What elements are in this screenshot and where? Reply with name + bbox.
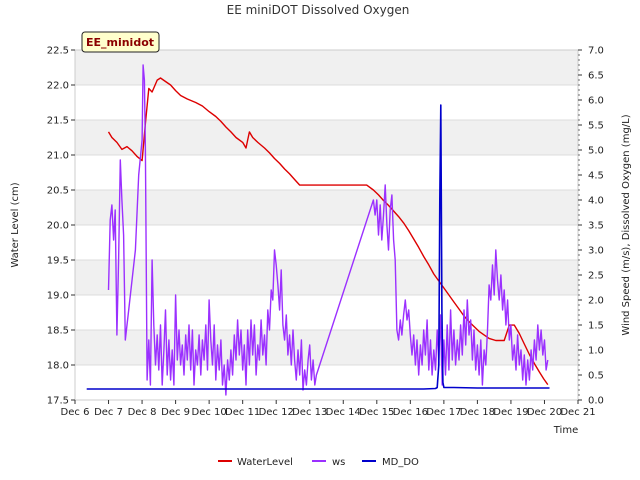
chart-title: EE miniDOT Dissolved Oxygen bbox=[227, 3, 410, 17]
x-tick-label: Dec 21 bbox=[560, 407, 595, 418]
y-right-tick-label: 6.0 bbox=[588, 96, 604, 107]
y-left-tick-label: 20.5 bbox=[47, 186, 69, 197]
y-right-tick-label: 7.0 bbox=[588, 46, 604, 57]
y-left-tick-label: 20.0 bbox=[47, 221, 69, 232]
x-tick-label: Dec 13 bbox=[292, 407, 327, 418]
y-right-tick-label: 1.0 bbox=[588, 346, 604, 357]
y-left-tick-label: 22.5 bbox=[47, 46, 69, 57]
y-right-tick-label: 3.5 bbox=[588, 221, 604, 232]
plot-band bbox=[75, 50, 578, 85]
x-tick-label: Dec 12 bbox=[259, 407, 294, 418]
x-tick-label: Dec 18 bbox=[460, 407, 495, 418]
y-axis-right-label: Wind Speed (m/s), Dissolved Oxygen (mg/L… bbox=[621, 114, 632, 335]
plot-band bbox=[75, 190, 578, 225]
y-left-tick-label: 18.5 bbox=[47, 326, 69, 337]
y-right-tick-label: 4.0 bbox=[588, 196, 604, 207]
y-right-tick-label: 1.5 bbox=[588, 321, 604, 332]
y-left-tick-label: 22.0 bbox=[47, 81, 69, 92]
y-right-tick-label: 3.0 bbox=[588, 246, 604, 257]
y-right-tick-label: 0.0 bbox=[588, 396, 604, 407]
x-tick-label: Dec 15 bbox=[359, 407, 394, 418]
x-tick-label: Dec 9 bbox=[161, 407, 190, 418]
x-tick-label: Dec 8 bbox=[128, 407, 157, 418]
series-layer bbox=[86, 64, 550, 396]
x-tick-label: Dec 10 bbox=[192, 407, 227, 418]
y-left-tick-label: 19.0 bbox=[47, 291, 69, 302]
y-left-tick-label: 18.0 bbox=[47, 361, 69, 372]
series-line-waterlevel bbox=[107, 77, 549, 386]
x-tick-label: Dec 17 bbox=[426, 407, 461, 418]
y-axis-left-label: Water Level (cm) bbox=[10, 182, 21, 267]
plot-band bbox=[75, 120, 578, 155]
series-line-ws bbox=[107, 64, 549, 396]
axes: 17.5 18.0 18.5 19.0 19.5 20.0 20.5 21.0 21.5 22.0… bbox=[47, 46, 604, 419]
y-left-tick-label: 21.0 bbox=[47, 151, 69, 162]
x-tick-label: Dec 20 bbox=[527, 407, 562, 418]
y-right-tick-label: 5.0 bbox=[588, 146, 604, 157]
plot-band bbox=[75, 260, 578, 295]
legend-label-ws: ws bbox=[332, 457, 345, 468]
site-label-box: EE_minidot bbox=[81, 31, 160, 53]
y-right-tick-label: 2.5 bbox=[588, 271, 604, 282]
x-axis-label: Time bbox=[553, 425, 578, 436]
legend-label-waterlevel: WaterLevel bbox=[237, 457, 293, 468]
x-tick-label: Dec 16 bbox=[393, 407, 428, 418]
legend-label-md_do: MD_DO bbox=[382, 457, 419, 468]
y-left-tick-label: 21.5 bbox=[47, 116, 69, 127]
x-tick-label: Dec 11 bbox=[225, 407, 260, 418]
x-tick-label: Dec 19 bbox=[493, 407, 528, 418]
y-right-tick-label: 5.5 bbox=[588, 121, 604, 132]
site-label-text: EE_minidot bbox=[86, 36, 154, 49]
x-tick-label: Dec 6 bbox=[61, 407, 90, 418]
y-left-tick-label: 19.5 bbox=[47, 256, 69, 267]
x-tick-label: Dec 14 bbox=[326, 407, 361, 418]
y-right-tick-label: 4.5 bbox=[588, 171, 604, 182]
series-line-md_do bbox=[86, 104, 550, 390]
y-right-tick-label: 6.5 bbox=[588, 71, 604, 82]
site-label-background bbox=[81, 31, 160, 53]
y-right-tick-label: 2.0 bbox=[588, 296, 604, 307]
y-right-tick-label: 0.5 bbox=[588, 371, 604, 382]
plot-background bbox=[75, 50, 578, 365]
y-left-tick-label: 17.5 bbox=[47, 396, 69, 407]
legend: WaterLevel ws MD_DO bbox=[218, 457, 419, 468]
x-tick-label: Dec 7 bbox=[94, 407, 123, 418]
